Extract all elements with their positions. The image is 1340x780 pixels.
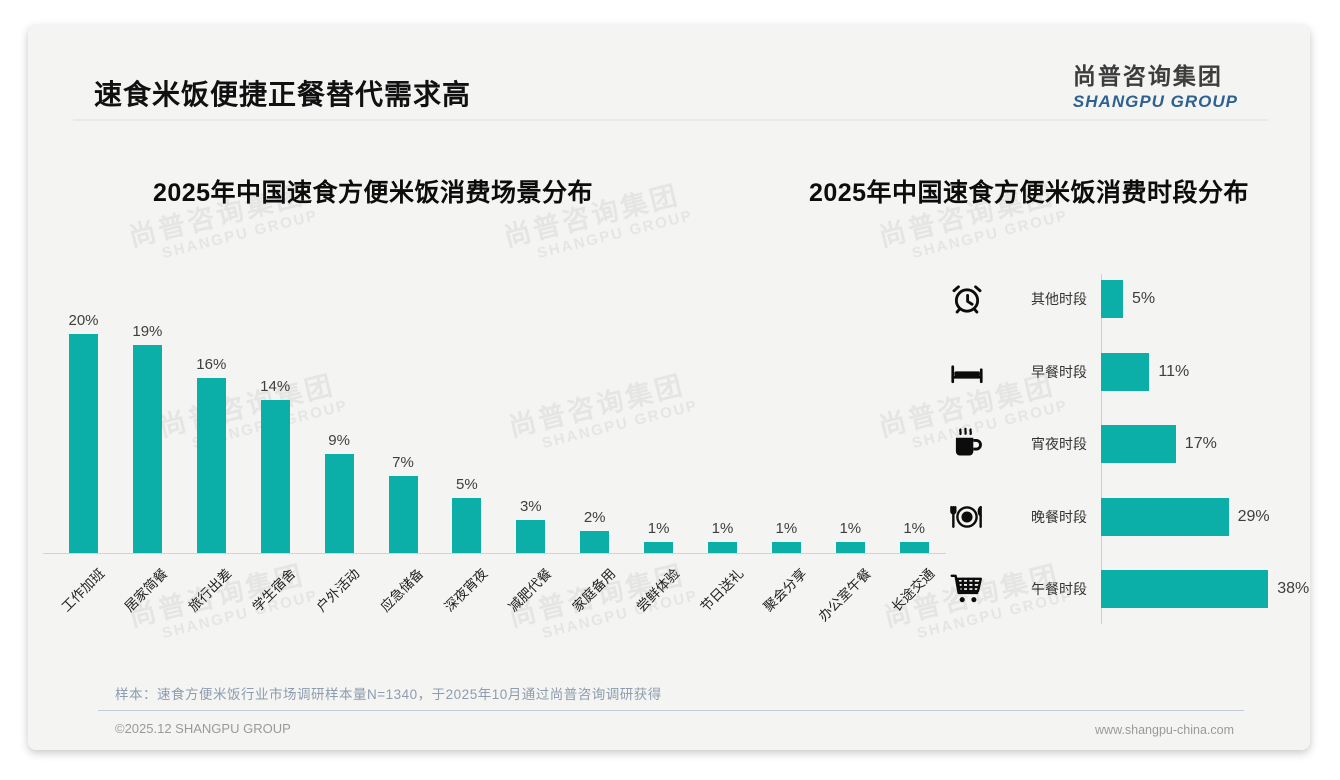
bar-value-label: 9% — [328, 432, 350, 450]
sample-note: 样本：速食方便米饭行业市场调研样本量N=1340，于2025年10月通过尚普咨询… — [115, 687, 662, 702]
website-url: www.shangpu-china.com — [1095, 723, 1234, 737]
bar-节日送礼 — [708, 542, 737, 553]
watermark-en: SHANGPU GROUP — [160, 206, 320, 263]
header-divider — [73, 119, 1268, 121]
bar-聚会分享 — [771, 542, 801, 553]
footer-divider — [98, 710, 1244, 711]
bar-value-label: 5% — [456, 476, 478, 494]
bar-value-label: 7% — [392, 454, 414, 472]
plate-cutlery-icon — [949, 499, 985, 535]
bar-早餐时段 — [1101, 352, 1150, 391]
alarm-clock-icon — [949, 281, 985, 317]
category-label: 减肥代餐 — [505, 565, 555, 615]
time-row-其他时段: 其他时段 5% — [933, 279, 1310, 319]
bar-value-label: 1% — [647, 520, 670, 538]
brand-logo-en: SHANGPU GROUP — [1072, 92, 1238, 111]
bar-value-label: 38% — [1277, 580, 1310, 597]
category-label: 深夜宵夜 — [441, 565, 491, 615]
page-title: 速食米饭便捷正餐替代需求高 — [94, 79, 472, 110]
category-label: 尝鲜体验 — [633, 565, 683, 615]
bar-尝鲜体验 — [644, 542, 674, 553]
bar-value-label: 1% — [903, 520, 926, 538]
time-row-午餐时段: 午餐时段 38% — [933, 569, 1310, 609]
bar-家庭备用 — [580, 531, 610, 553]
time-chart-title: 2025年中国速食方便米饭消费时段分布 — [808, 179, 1250, 207]
bar-value-label: 1% — [839, 520, 862, 538]
slide: 尚普咨询集团 SHANGPU GROUP 尚普咨询集团 SHANGPU GROUP 尚普… — [28, 25, 1310, 750]
watermark-en: SHANGPU GROUP — [160, 586, 320, 643]
category-label: 节日送礼 — [697, 565, 746, 615]
bar-居家简餐 — [132, 344, 162, 553]
bar-value-label: 1% — [775, 520, 798, 538]
time-row-宵夜时段: 宵夜时段 17% — [933, 424, 1310, 464]
time-row-晚餐时段: 晚餐时段 29% — [933, 497, 1310, 537]
time-label: 其他时段 — [1031, 291, 1087, 307]
category-label: 办公室午餐 — [815, 565, 874, 625]
bar-宵夜时段 — [1101, 425, 1176, 463]
category-label: 聚会分享 — [761, 565, 810, 615]
bar-value-label: 19% — [132, 322, 163, 340]
bar-value-label: 3% — [519, 498, 542, 516]
bar-长途交通 — [899, 542, 929, 553]
bar-学生宿舍 — [260, 399, 290, 553]
bar-其他时段 — [1101, 280, 1123, 318]
bar-value-label: 2% — [583, 509, 606, 527]
bar-value-label: 5% — [1132, 290, 1156, 307]
time-row-早餐时段: 早餐时段 11% — [933, 352, 1310, 392]
time-label: 晚餐时段 — [1031, 508, 1087, 525]
category-label: 工作加班 — [58, 565, 107, 615]
bar-value-label: 17% — [1184, 435, 1217, 452]
bar-旅行出差 — [196, 377, 226, 553]
bar-晚餐时段 — [1101, 497, 1229, 536]
bar-value-label: 29% — [1237, 507, 1270, 525]
bar-办公室午餐 — [835, 542, 865, 553]
bar-value-label: 16% — [196, 355, 227, 373]
bar-深夜宵夜 — [452, 498, 482, 553]
time-label: 午餐时段 — [1031, 581, 1087, 597]
coffee-icon — [949, 426, 985, 462]
scene-bar-chart: 20% 工作加班 19% 居家简餐 16% 旅行出差 14% 学生宿舍 9% 户外活动 7% 应急储备… — [43, 312, 946, 624]
bar-工作加班 — [69, 334, 98, 553]
bar-应急储备 — [388, 476, 418, 553]
bar-value-label: 14% — [260, 377, 291, 395]
brand-logo: 尚普咨询集团 SHANGPU GROUP — [1073, 57, 1238, 112]
category-label: 家庭备用 — [569, 565, 619, 615]
scene-chart-title: 2025年中国速食方便米饭消费场景分布 — [152, 179, 594, 207]
shopping-cart-icon — [949, 571, 985, 607]
watermark-en: SHANGPU GROUP — [535, 206, 695, 263]
x-axis-line — [43, 553, 946, 554]
time-bar-chart: 其他时段 5% 早餐时段 11% 宵夜时段 17% 晚餐时段 29% 午餐时段 38% — [933, 274, 1310, 630]
category-label: 长途交通 — [888, 565, 938, 615]
bed-icon — [949, 354, 985, 390]
bar-户外活动 — [324, 454, 354, 553]
bar-value-label: 11% — [1158, 362, 1190, 380]
category-label: 旅行出差 — [185, 565, 235, 615]
watermark-en: SHANGPU GROUP — [910, 206, 1070, 263]
watermark-en: SHANGPU GROUP — [540, 586, 700, 643]
bar-午餐时段 — [1101, 570, 1269, 608]
bar-value-label: 1% — [711, 520, 734, 538]
category-label: 学生宿舍 — [249, 565, 299, 615]
time-label: 早餐时段 — [1031, 363, 1087, 380]
brand-logo-zh: 尚普咨询集团 — [1072, 63, 1223, 89]
bar-减肥代餐 — [516, 520, 546, 553]
copyright-text: ©2025.12 SHANGPU GROUP — [115, 721, 291, 736]
bar-value-label: 20% — [68, 312, 99, 329]
category-label: 应急储备 — [377, 565, 427, 615]
category-label: 居家简餐 — [122, 565, 171, 615]
time-label: 宵夜时段 — [1031, 436, 1087, 452]
category-label: 户外活动 — [313, 565, 363, 615]
